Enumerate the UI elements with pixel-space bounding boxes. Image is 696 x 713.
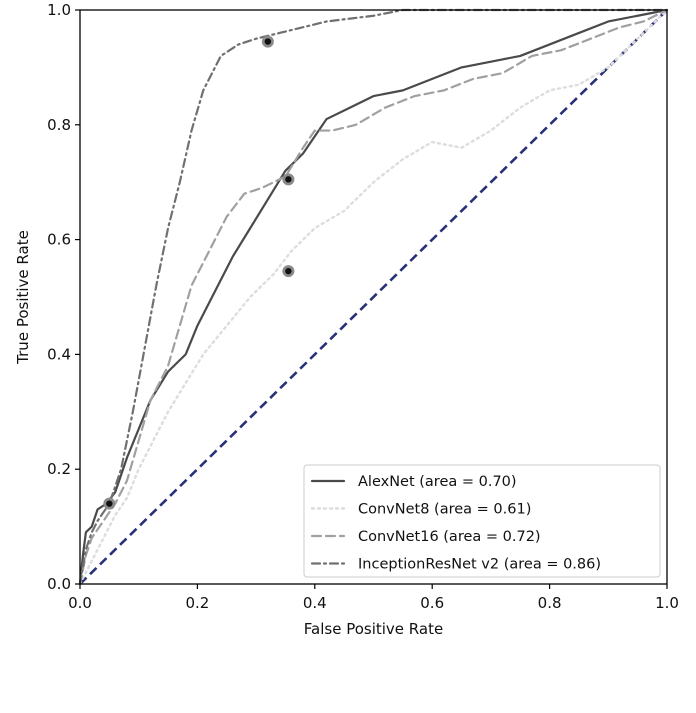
operating-point-inceptionresnet-v2 bbox=[264, 38, 272, 45]
y-axis-title: True Positive Rate bbox=[14, 230, 32, 365]
operating-point-convnet16 bbox=[285, 176, 292, 183]
x-tick-label: 0.2 bbox=[185, 594, 209, 612]
x-tick-label: 0.6 bbox=[420, 594, 444, 612]
roc-curve-convnet16 bbox=[78, 8, 669, 586]
x-tick-label: 1.0 bbox=[655, 594, 679, 612]
y-tick-label: 0.8 bbox=[47, 116, 71, 134]
legend-label-convnet16: ConvNet16 (area = 0.72) bbox=[358, 529, 541, 545]
x-tick-label: 0.8 bbox=[538, 594, 562, 612]
legend-label-alexnet: AlexNet (area = 0.70) bbox=[358, 474, 517, 490]
y-tick-label: 0.2 bbox=[47, 460, 71, 478]
legend-label-inceptionresnet-v2: InceptionResNet v2 (area = 0.86) bbox=[358, 557, 601, 573]
operating-point-convnet8 bbox=[285, 267, 292, 275]
x-tick-label: 0.4 bbox=[303, 594, 327, 612]
y-tick-label: 1.0 bbox=[47, 1, 71, 19]
y-tick-label: 0.4 bbox=[47, 345, 71, 363]
legend-box bbox=[303, 464, 661, 578]
roc-curve-convnet8 bbox=[78, 8, 669, 586]
y-tick-label: 0.6 bbox=[47, 231, 71, 249]
x-axis-title: False Positive Rate bbox=[304, 620, 443, 638]
tick-layer: 0.0 0.2 0.4 0.6 0.8 1.0 0.0 0.2 0.4 0.6 0.8 1.0 bbox=[47, 1, 679, 612]
operating-point-alexnet bbox=[106, 500, 113, 507]
y-tick-label: 0.0 bbox=[47, 575, 71, 593]
legend-label-convnet8: ConvNet8 (area = 0.61) bbox=[358, 502, 531, 518]
chance-diagonal-line bbox=[79, 9, 668, 585]
marker-layer bbox=[103, 35, 295, 510]
legend: AlexNet (area = 0.70) ConvNet8 (area = 0.… bbox=[303, 464, 661, 578]
x-tick-label: 0.0 bbox=[68, 594, 92, 612]
plot-frame bbox=[79, 9, 668, 585]
